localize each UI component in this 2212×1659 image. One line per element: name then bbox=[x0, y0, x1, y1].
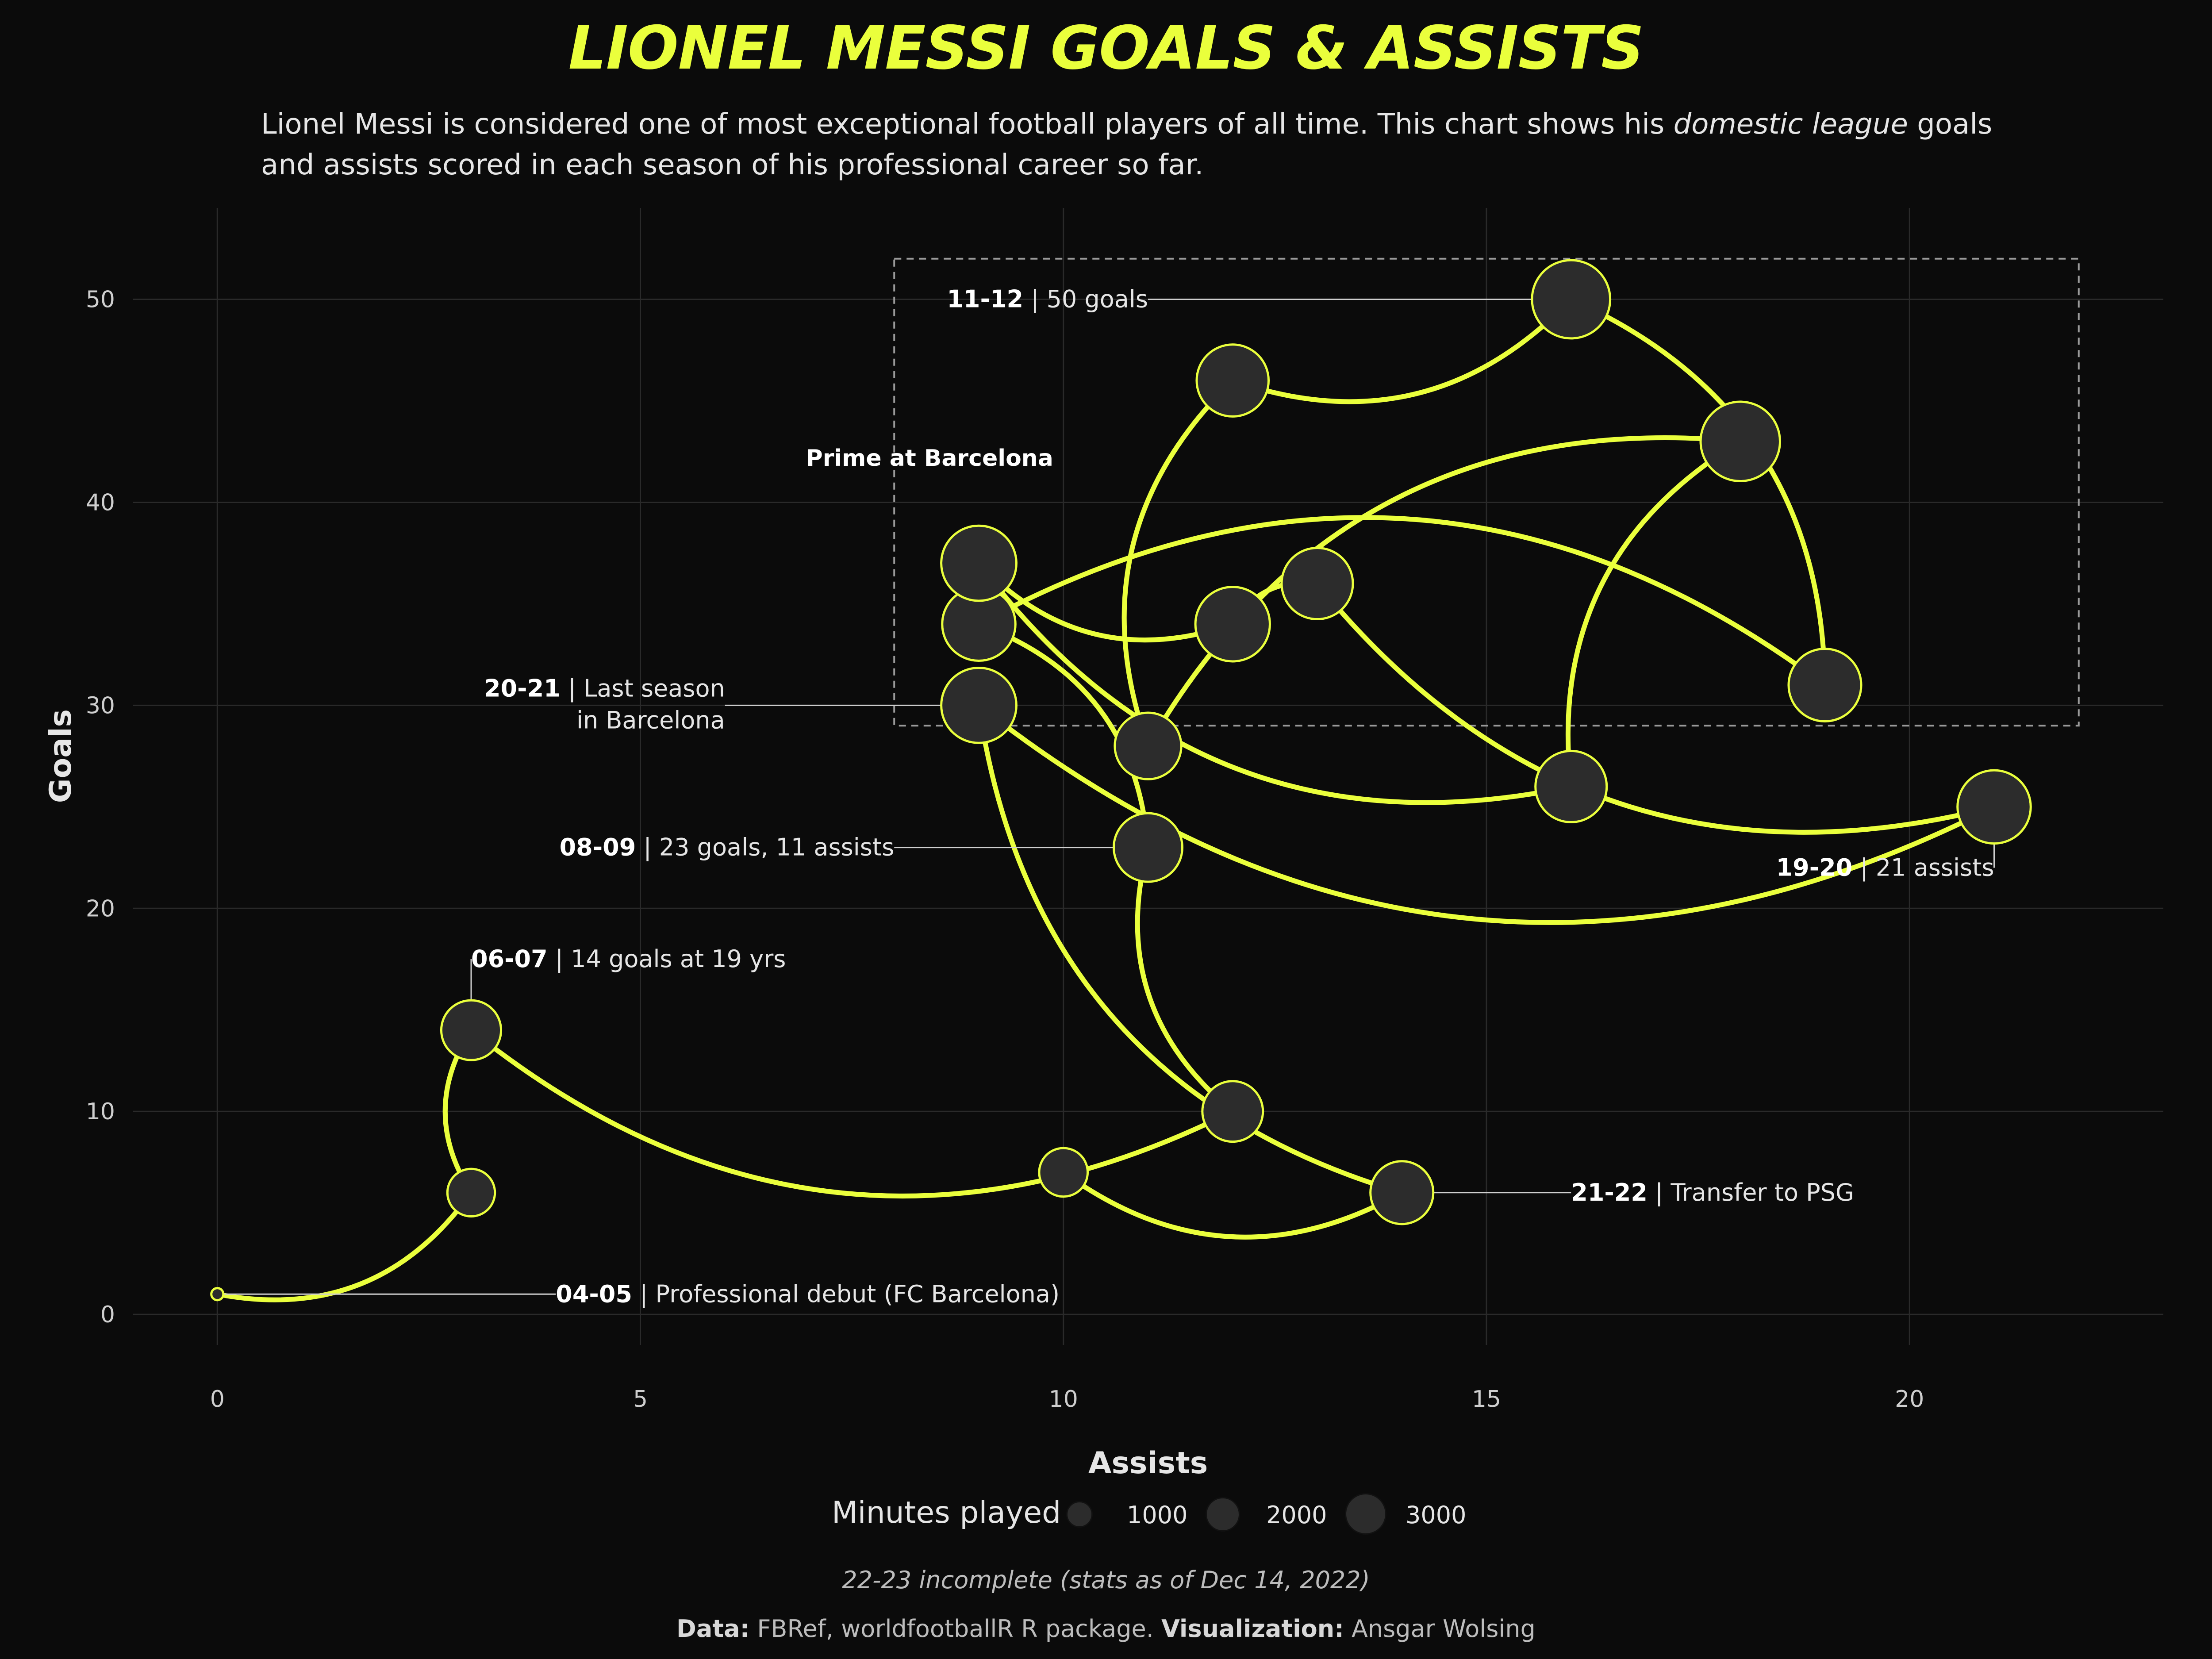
size-legend: Minutes played 1000 2000 3000 bbox=[0, 1486, 2212, 1540]
incomplete-note: 22-23 incomplete (stats as of Dec 14, 20… bbox=[842, 1566, 1370, 1594]
caption-data-text: FBRef, worldfootballR R package. bbox=[749, 1615, 1162, 1643]
trajectory-segment-20-21-to-21-22 bbox=[976, 703, 1405, 1195]
trajectory-segment-08-09-to-09-10 bbox=[976, 622, 1151, 850]
trajectory-segment-16-17-to-17-18 bbox=[976, 561, 1235, 643]
season-point-14-15 bbox=[1699, 400, 1781, 482]
season-point-07-08 bbox=[1201, 1080, 1264, 1143]
trajectory-segment-14-15-to-15-16 bbox=[1565, 439, 1743, 789]
legend-label-2000: 2000 bbox=[1266, 1501, 1327, 1529]
season-point-17-18 bbox=[1194, 586, 1271, 663]
trajectory-segment-15-16-to-16-17 bbox=[976, 561, 1574, 805]
x-tick-label-0: 0 bbox=[210, 1386, 225, 1413]
prime-highlight-box bbox=[893, 257, 2080, 727]
y-tick-label-20: 20 bbox=[86, 895, 115, 922]
season-point-06-07 bbox=[440, 999, 503, 1061]
trajectory-segment-21-22-to-22-23 bbox=[1061, 1170, 1405, 1240]
y-tick-label-30: 30 bbox=[86, 692, 115, 719]
subtitle-emphasis: domestic league bbox=[1673, 108, 1908, 141]
highlight-box-layer: Prime at Barcelona bbox=[806, 257, 2080, 727]
annotation-layer: 04-05 | Professional debut (FC Barcelona… bbox=[471, 285, 1994, 1308]
subtitle-part1: Lionel Messi is considered one of most e… bbox=[261, 108, 1674, 141]
annotation-11-12: 11-12 | 50 goals bbox=[947, 285, 1148, 313]
annotation-04-05: 04-05 | Professional debut (FC Barcelona… bbox=[556, 1280, 1060, 1308]
season-point-05-06 bbox=[446, 1167, 496, 1217]
season-point-22-23 bbox=[1038, 1147, 1089, 1198]
season-point-18-19 bbox=[1280, 546, 1354, 621]
legend-circle-2000 bbox=[1206, 1497, 1240, 1532]
y-tick-label-10: 10 bbox=[86, 1098, 115, 1125]
source-caption: Data: FBRef, worldfootballR R package. V… bbox=[0, 1615, 2212, 1643]
x-tick-label-15: 15 bbox=[1472, 1386, 1501, 1413]
season-point-04-05 bbox=[210, 1287, 225, 1302]
x-tick-label-20: 20 bbox=[1895, 1386, 1924, 1413]
caption-viz-text: Ansgar Wolsing bbox=[1344, 1615, 1536, 1643]
season-point-19-20 bbox=[1956, 769, 2032, 845]
annotation-06-07: 06-07 | 14 goals at 19 yrs bbox=[471, 945, 786, 973]
trajectory-segment-04-05-to-05-06 bbox=[215, 1190, 474, 1302]
chart-title: LIONEL MESSI GOALS & ASSISTS bbox=[568, 13, 1644, 83]
annotation-08-09: 08-09 | 23 goals, 11 assists bbox=[560, 833, 895, 861]
subtitle-part2: goals and assists scored in each season … bbox=[261, 108, 1993, 181]
legend-circle-1000 bbox=[1066, 1501, 1093, 1528]
trajectory-segment-10-11-to-11-12 bbox=[1568, 297, 1828, 687]
y-axis-label: Goals bbox=[43, 709, 78, 803]
highlight-box-label: Prime at Barcelona bbox=[806, 445, 1053, 472]
trajectory-segment-11-12-to-12-13 bbox=[1230, 297, 1574, 404]
trajectory-segment-18-19-to-19-20 bbox=[1315, 581, 1997, 835]
annotation-20-21-line2: in Barcelona bbox=[576, 706, 725, 734]
y-tick-label-50: 50 bbox=[86, 287, 115, 313]
season-point-21-22 bbox=[1369, 1160, 1435, 1225]
x-axis-label: Assists bbox=[1088, 1446, 1208, 1481]
season-point-20-21 bbox=[940, 666, 1018, 744]
annotation-20-21: 20-21 | Last season bbox=[484, 674, 725, 702]
trajectory-segment-12-13-to-13-14 bbox=[1121, 378, 1235, 749]
chart-subtitle: Lionel Messi is considered one of most e… bbox=[261, 104, 2031, 185]
season-point-16-17 bbox=[940, 524, 1018, 602]
caption-data-label: Data: bbox=[676, 1615, 750, 1643]
season-point-12-13 bbox=[1195, 343, 1270, 418]
season-point-13-14 bbox=[1114, 711, 1183, 780]
caption-viz-label: Visualization: bbox=[1161, 1615, 1344, 1643]
legend-label-1000: 1000 bbox=[1127, 1501, 1188, 1529]
season-point-10-11 bbox=[1787, 647, 1863, 723]
point-layer bbox=[210, 259, 2032, 1302]
y-tick-label-0: 0 bbox=[100, 1302, 115, 1328]
legend-circle-3000 bbox=[1345, 1493, 1386, 1535]
legend-title: Minutes played bbox=[832, 1495, 1061, 1530]
x-tick-label-5: 5 bbox=[633, 1386, 648, 1413]
axis-layer: 0 5 10 15 20 0 10 20 30 40 50 Assists Goals bbox=[43, 287, 1924, 1481]
trajectory-segment-19-20-to-20-21 bbox=[976, 703, 1997, 925]
season-point-15-16 bbox=[1534, 749, 1608, 823]
trajectory-segment-07-08-to-08-09 bbox=[1135, 845, 1235, 1114]
season-point-08-09 bbox=[1113, 812, 1183, 883]
trajectory-segment-06-07-to-07-08 bbox=[469, 1028, 1235, 1198]
legend-label-3000: 3000 bbox=[1406, 1501, 1467, 1529]
x-tick-label-10: 10 bbox=[1049, 1386, 1078, 1413]
trajectory-layer bbox=[215, 297, 1997, 1302]
trajectory-segment-09-10-to-10-11 bbox=[976, 515, 1828, 687]
annotation-19-20: 19-20 | 21 assists bbox=[1776, 854, 1994, 882]
annotation-21-22: 21-22 | Transfer to PSG bbox=[1571, 1179, 1854, 1206]
y-tick-label-40: 40 bbox=[86, 489, 115, 516]
season-point-11-12 bbox=[1531, 259, 1612, 340]
